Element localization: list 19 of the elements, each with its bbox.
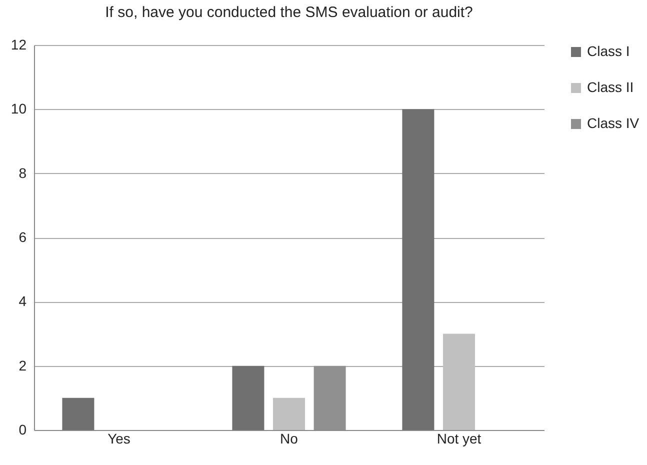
bar bbox=[232, 366, 264, 430]
bar bbox=[273, 398, 305, 430]
y-tick-label: 6 bbox=[18, 229, 27, 245]
legend-label: Class IV bbox=[587, 115, 640, 131]
bar bbox=[62, 398, 94, 430]
y-tick-label: 8 bbox=[18, 164, 27, 181]
chart-title: If so, have you conducted the SMS evaluation or audit? bbox=[105, 4, 473, 21]
bar bbox=[443, 334, 475, 430]
legend-label: Class II bbox=[587, 79, 634, 95]
bar bbox=[402, 109, 434, 430]
x-tick-label: Not yet bbox=[436, 430, 482, 446]
x-tick-label: Yes bbox=[108, 430, 130, 446]
legend-label: Class I bbox=[587, 43, 630, 59]
x-tick-label: No bbox=[280, 430, 298, 446]
y-tick-label: 0 bbox=[18, 422, 27, 438]
y-tick-label: 4 bbox=[18, 293, 27, 310]
y-tick-label: 2 bbox=[18, 357, 27, 374]
y-tick-label: 12 bbox=[10, 36, 27, 52]
y-tick-label: 10 bbox=[10, 100, 27, 117]
